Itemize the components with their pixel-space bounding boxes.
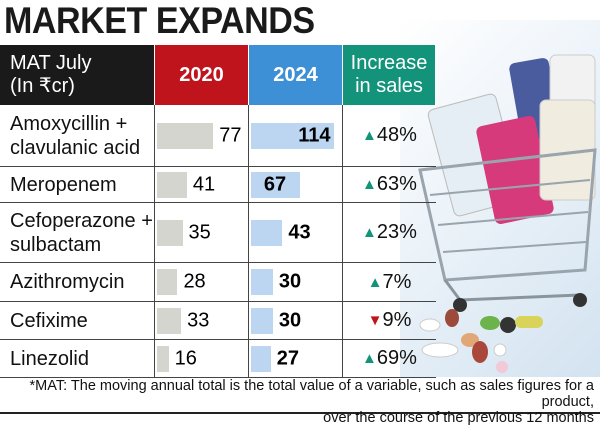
header-2024: 2024	[249, 45, 343, 105]
value-2024: 30	[278, 309, 302, 331]
bar-2024	[251, 307, 273, 334]
bar-2024	[251, 269, 273, 295]
bar-2020	[157, 219, 183, 246]
drug-name-line2: sulbactam	[10, 233, 102, 256]
increase-value: 63%	[376, 173, 417, 195]
drug-name-line1: Amoxycillin +	[10, 112, 128, 135]
table-row: Cefixime 33 30 ▼ 9%	[0, 302, 436, 340]
header-2020: 2020	[155, 45, 249, 105]
drug-name-line2: clavulanic acid	[10, 136, 141, 159]
value-2024: 114	[298, 124, 331, 146]
triangle-up-icon: ▲	[362, 224, 377, 241]
increase-value: 23%	[376, 221, 417, 243]
cell-2020: 77	[155, 105, 249, 166]
cell-2024: 27	[249, 340, 343, 377]
increase-value: 7%	[382, 270, 412, 293]
table-row: Linezolid 16 27 ▲ 69%	[0, 340, 436, 378]
table-row: Cefoperazone + sulbactam 35 43 ▲ 23%	[0, 203, 436, 263]
cell-2020: 28	[155, 263, 249, 301]
triangle-up-icon: ▲	[362, 350, 377, 367]
cell-2020: 35	[155, 203, 249, 262]
cell-2024: 114	[249, 105, 343, 166]
bar-2024	[251, 122, 335, 149]
triangle-down-icon: ▼	[367, 312, 383, 329]
bar-2024	[251, 171, 300, 198]
drug-name-line1: Azithromycin	[10, 271, 125, 293]
header-label: MAT July (In ₹cr)	[0, 45, 155, 105]
bar-2024	[251, 219, 283, 246]
bar-2024	[251, 345, 271, 372]
value-2020: 28	[183, 270, 206, 293]
bar-2020	[157, 269, 178, 295]
table-row: Amoxycillin + clavulanic acid 77 114 ▲ 48%	[0, 105, 436, 167]
increase-cell: ▲ 48%	[343, 105, 436, 166]
value-2024: 67	[263, 173, 287, 195]
cell-2024: 67	[249, 167, 343, 202]
increase-cell: ▼ 9%	[343, 302, 436, 339]
value-2024: 30	[278, 270, 302, 293]
shopping-cart-pills-image	[400, 20, 600, 377]
triangle-up-icon: ▲	[362, 127, 377, 144]
cell-2024: 30	[249, 302, 343, 339]
triangle-up-icon: ▲	[362, 176, 377, 193]
drug-name-line1: Cefixime	[10, 309, 88, 332]
footnote-line2: over the course of the previous 12 month…	[323, 410, 594, 426]
header-label-line2: (In ₹cr)	[10, 75, 75, 97]
drug-name: Azithromycin	[0, 263, 155, 301]
increase-value: 48%	[376, 124, 417, 146]
increase-value: 9%	[382, 309, 412, 331]
value-2024: 43	[288, 221, 311, 243]
drug-name: Linezolid	[0, 340, 155, 377]
drug-name: Cefoperazone + sulbactam	[0, 203, 155, 262]
value-2020: 33	[187, 309, 210, 331]
bar-2020	[157, 171, 187, 198]
value-2024: 27	[276, 347, 299, 369]
cell-2020: 16	[155, 340, 249, 377]
header-increase-line1: Increase	[350, 52, 428, 74]
drug-name: Cefixime	[0, 302, 155, 339]
value-2020: 77	[219, 124, 242, 146]
table-row: Azithromycin 28 30 ▲ 7%	[0, 263, 436, 302]
value-2020: 35	[188, 221, 211, 243]
cell-2020: 41	[155, 167, 249, 202]
footnote-line1: *MAT: The moving annual total is the tot…	[29, 378, 594, 410]
cell-2024: 30	[249, 263, 343, 301]
drug-name-line1: Meropenem	[10, 173, 117, 196]
cell-2024: 43	[249, 203, 343, 262]
table-row: Meropenem 41 67 ▲ 63%	[0, 167, 436, 203]
header-label-line1: MAT July	[10, 52, 92, 74]
increase-value: 69%	[376, 347, 417, 369]
page-title: MARKET EXPANDS	[4, 0, 315, 41]
value-2020: 41	[192, 173, 216, 195]
value-2020: 16	[174, 347, 197, 369]
increase-cell: ▲ 63%	[343, 167, 436, 202]
increase-cell: ▲ 7%	[343, 263, 436, 301]
header-increase: Increase in sales	[343, 45, 436, 105]
triangle-up-icon: ▲	[367, 273, 383, 291]
header-increase-line2: in sales	[355, 75, 423, 97]
increase-cell: ▲ 69%	[343, 340, 436, 377]
drug-name: Meropenem	[0, 167, 155, 202]
bar-2020	[157, 307, 182, 334]
drug-name-line1: Cefoperazone +	[10, 209, 153, 232]
footnote: *MAT: The moving annual total is the tot…	[0, 378, 600, 426]
drug-name-line1: Linezolid	[10, 347, 89, 370]
cell-2020: 33	[155, 302, 249, 339]
increase-cell: ▲ 23%	[343, 203, 436, 262]
bar-2020	[157, 345, 169, 372]
bar-2020	[157, 122, 214, 149]
drug-name: Amoxycillin + clavulanic acid	[0, 105, 155, 166]
